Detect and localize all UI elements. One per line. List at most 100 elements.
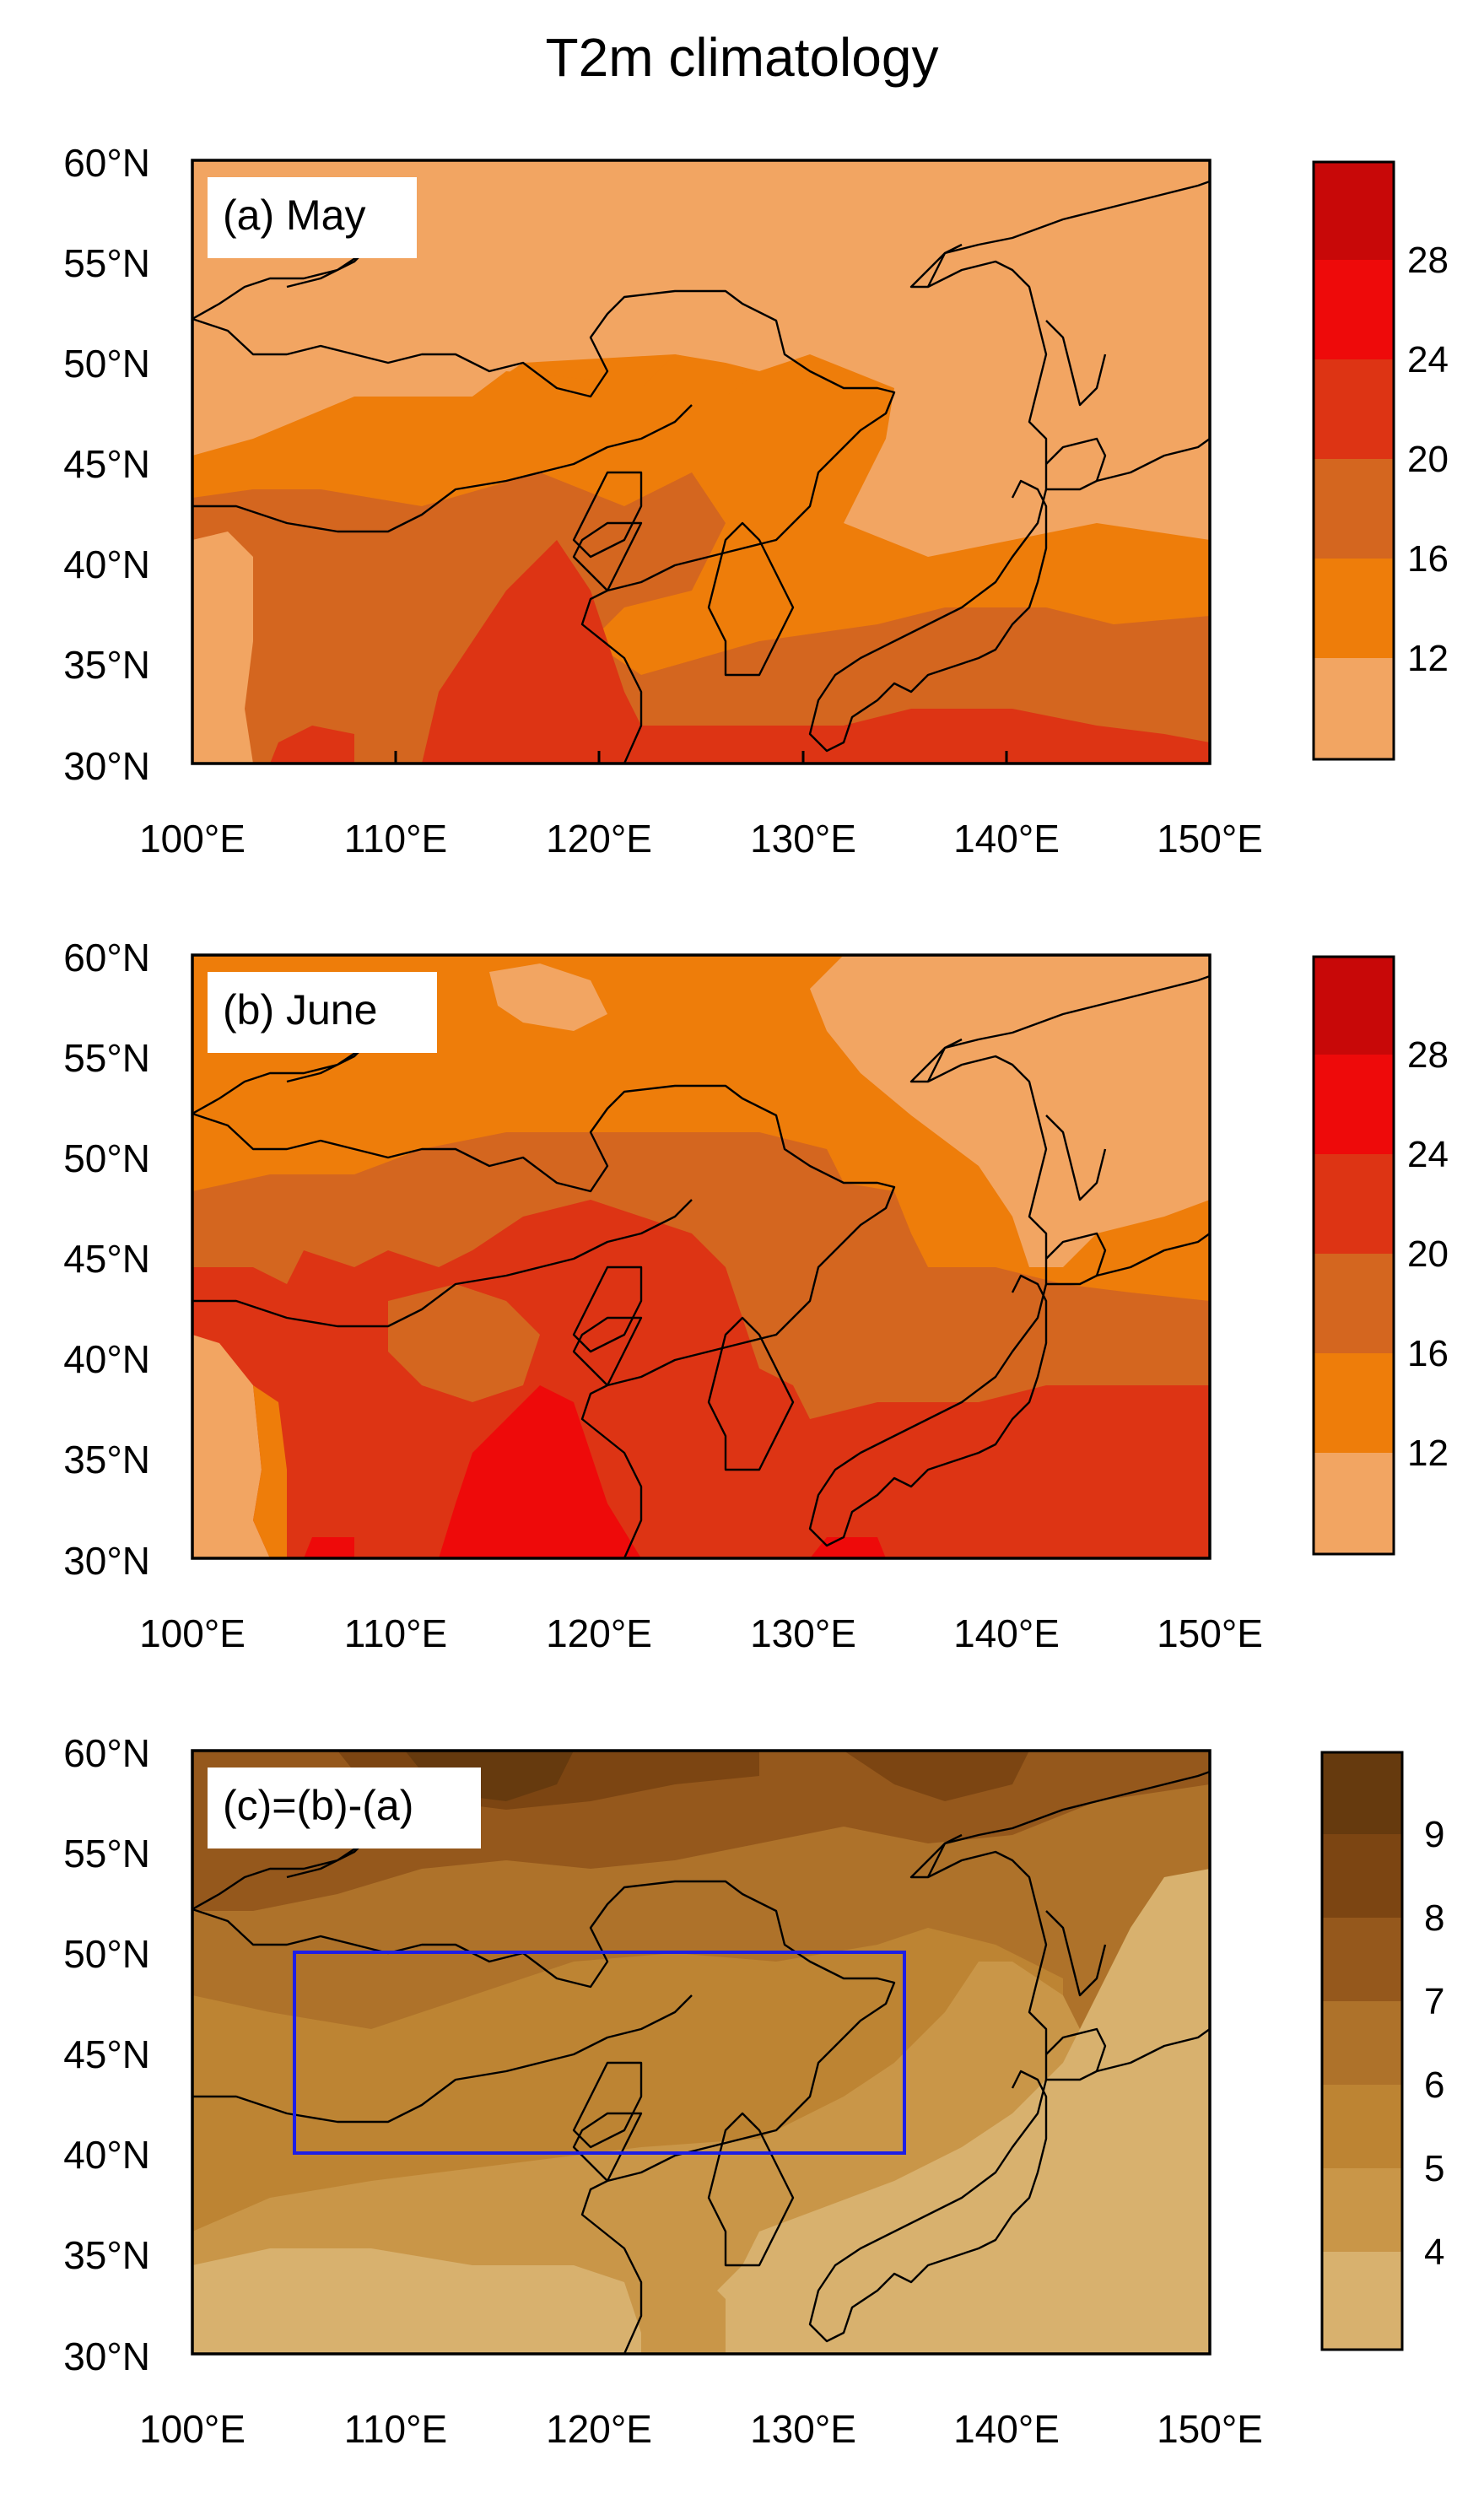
y-tick-label: 55°N: [63, 1832, 150, 1875]
field-c-darkest-n3: [844, 1751, 1029, 1801]
y-tick-label: 30°N: [63, 2334, 150, 2378]
colorbar-b-segment-28plus: [1314, 957, 1394, 1055]
x-tick-label: 120°E: [546, 817, 652, 861]
colorbar-c-segment-4-5: [1322, 2168, 1402, 2252]
y-tick-label: 40°N: [63, 2133, 150, 2177]
panel-b-svg: (b) June 60°N 55°N 50°N 45°N 40°N 35°N 3…: [63, 936, 1449, 1655]
colorbar-a-frame: [1312, 160, 1395, 761]
colorbar-c-segment-7-8: [1322, 1918, 1402, 2001]
x-tick-label: 110°E: [344, 1611, 447, 1655]
colorbar-tick-label: 4: [1424, 2232, 1444, 2273]
x-tick-label: 140°E: [953, 1611, 1060, 1655]
map-a-frame: [191, 159, 1211, 765]
colorbar-a-segment-20-24: [1314, 359, 1394, 459]
field-a-band24-west: [270, 726, 354, 764]
colorbar-tick-label: 28: [1407, 240, 1449, 281]
colorbar-tick-label: 5: [1424, 2148, 1444, 2189]
colorbar-b: 28 24 20 16 12: [1312, 955, 1449, 1556]
colorbar-b-segment-12-16: [1314, 1353, 1394, 1453]
y-tick-label: 35°N: [63, 2233, 150, 2277]
axes-c: 60°N 55°N 50°N 45°N 40°N 35°N 30°N 100°E…: [63, 1731, 1263, 2451]
colorbar-b-segment-below-12: [1314, 1453, 1394, 1554]
colorbar-tick-label: 8: [1424, 1897, 1444, 1939]
field-b-band28-b: [304, 1537, 354, 1558]
colorbar-tick-label: 16: [1407, 538, 1449, 580]
colorbar-c-segment-below-4: [1322, 2252, 1402, 2350]
x-tick-label: 150°E: [1157, 2407, 1263, 2451]
field-b-band28-c: [810, 1537, 886, 1558]
panel-b-label: (b) June: [223, 986, 377, 1034]
field-b-cool-sw: [192, 1335, 270, 1558]
colorbar-c-segment-6-7: [1322, 2001, 1402, 2085]
field-b-cool-ne: [810, 955, 1210, 1267]
map-c-frame: [191, 1749, 1211, 2356]
x-tick-label: 110°E: [344, 817, 447, 861]
x-tick-label: 120°E: [546, 1611, 652, 1655]
x-tick-label: 110°E: [344, 2407, 447, 2451]
field-b-cool-patch: [489, 963, 607, 1031]
colorbar-tick-label: 20: [1407, 439, 1449, 480]
y-tick-label: 35°N: [63, 1438, 150, 1481]
x-tick-label: 150°E: [1157, 817, 1263, 861]
colorbar-a-segment-28plus: [1314, 162, 1394, 260]
colorbar-c-segment-8-9: [1322, 1834, 1402, 1918]
field-b-band16-sw: [253, 1385, 287, 1558]
x-tick-label: 130°E: [750, 1611, 856, 1655]
y-tick-label: 55°N: [63, 241, 150, 285]
x-tick-label: 100°E: [139, 2407, 246, 2451]
y-tick-label: 55°N: [63, 1036, 150, 1080]
field-c-lightest-east: [692, 1869, 1210, 2354]
coastline-a: [192, 180, 1210, 764]
axes-b: 60°N 55°N 50°N 45°N 40°N 35°N 30°N 100°E…: [63, 936, 1263, 1655]
colorbar-tick-label: 16: [1407, 1333, 1449, 1374]
y-tick-label: 60°N: [63, 1731, 150, 1775]
map-b-fields: [192, 955, 1210, 1558]
colorbar-a-segment-12-16: [1314, 559, 1394, 658]
field-b-band28: [439, 1385, 641, 1558]
x-tick-label: 120°E: [546, 2407, 652, 2451]
field-c-lightest: [192, 2248, 641, 2354]
y-tick-label: 30°N: [63, 1539, 150, 1583]
x-tick-label: 140°E: [953, 2407, 1060, 2451]
x-tick-label: 130°E: [750, 2407, 856, 2451]
y-tick-label: 35°N: [63, 643, 150, 687]
figure-title: T2m climatology: [545, 27, 939, 88]
y-tick-label: 45°N: [63, 442, 150, 486]
y-tick-label: 45°N: [63, 2032, 150, 2076]
panel-c-label-box: [208, 1768, 481, 1848]
colorbar-b-segment-16-20: [1314, 1254, 1394, 1353]
colorbar-b-segment-24-28: [1314, 1055, 1394, 1154]
panel-a-label-box: [208, 177, 417, 258]
x-tick-label: 140°E: [953, 817, 1060, 861]
colorbar-tick-label: 24: [1407, 1134, 1449, 1175]
study-region-box: [293, 1951, 906, 2155]
x-tick-label: 100°E: [139, 817, 246, 861]
colorbar-b-segment-20-24: [1314, 1154, 1394, 1254]
colorbar-tick-label: 20: [1407, 1233, 1449, 1275]
y-tick-label: 30°N: [63, 744, 150, 788]
colorbar-tick-label: 12: [1407, 1433, 1449, 1474]
axes-a: 60°N 55°N 50°N 45°N 40°N 35°N 30°N 100°E…: [63, 141, 1263, 861]
field-b-band20-inner: [388, 1284, 540, 1402]
colorbar-c-segment-9plus: [1322, 1752, 1402, 1834]
colorbar-c: 9 8 7 6 5 4: [1320, 1751, 1444, 2351]
y-tick-label: 40°N: [63, 542, 150, 586]
panel-a-svg: (a) May 60°N 55°N 50°N 45°N 40°N 35°N 30…: [63, 141, 1449, 861]
y-tick-label: 50°N: [63, 1136, 150, 1180]
colorbar-b-frame: [1312, 955, 1395, 1556]
y-tick-label: 50°N: [63, 342, 150, 386]
panel-a-label: (a) May: [223, 192, 365, 239]
colorbar-tick-label: 28: [1407, 1034, 1449, 1076]
colorbar-c-frame: [1320, 1751, 1404, 2351]
panel-c-label: (c)=(b)-(a): [223, 1782, 413, 1829]
colorbar-tick-label: 12: [1407, 638, 1449, 679]
coastline-b: [192, 974, 1210, 1558]
y-tick-label: 60°N: [63, 141, 150, 185]
y-tick-label: 45°N: [63, 1237, 150, 1281]
map-b-frame: [191, 953, 1211, 1560]
y-tick-label: 40°N: [63, 1337, 150, 1381]
y-tick-label: 60°N: [63, 936, 150, 980]
colorbar-a: 28 24 20 16 12: [1312, 160, 1449, 761]
colorbar-tick-label: 6: [1424, 2064, 1444, 2106]
panel-c-svg: (c)=(b)-(a) 60°N 55°N 50°N 45°N 40°N 35°…: [63, 1731, 1444, 2451]
